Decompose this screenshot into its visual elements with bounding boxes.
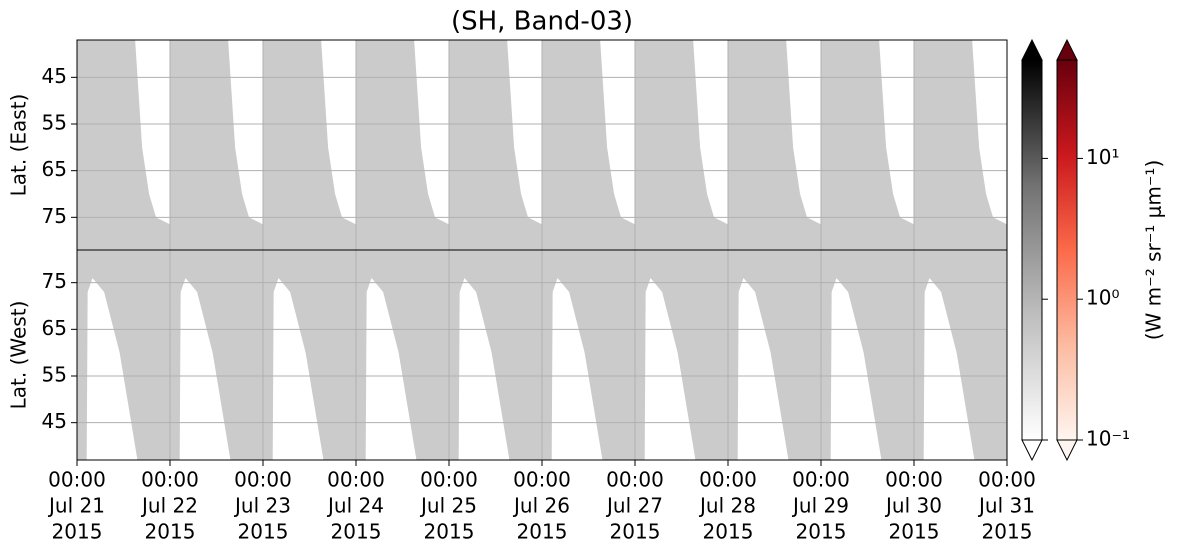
y-axis-label: Lat. (West) [7,301,31,410]
x-tick-label: 2015 [145,520,196,544]
x-tick-label: 00:00 [978,468,1036,492]
x-tick-label: Jul 24 [326,494,384,518]
x-tick-label: Jul 23 [233,494,291,518]
x-tick-label: 2015 [424,520,475,544]
x-tick-label: Jul 28 [698,494,756,518]
x-tick-label: 2015 [331,520,382,544]
x-tick-label: 2015 [610,520,661,544]
x-tick-label: 2015 [889,520,940,544]
x-tick-label: 2015 [982,520,1033,544]
y-tick-label: 75 [42,204,67,228]
x-tick-label: 00:00 [327,468,385,492]
x-tick-label: 2015 [796,520,847,544]
colorbar [1021,59,1043,441]
colorbar-tick-label: 10⁻¹ [1086,427,1130,451]
y-tick-label: 45 [42,409,67,433]
x-tick-label: Jul 31 [977,494,1035,518]
x-tick-label: Jul 21 [47,494,105,518]
colorbar-extend-max [1021,38,1043,61]
y-tick-label: 55 [42,111,67,135]
x-tick-label: Jul 30 [884,494,942,518]
colorbar-extend-min [1021,439,1043,462]
y-tick-label: 65 [42,316,67,340]
x-tick-label: 00:00 [513,468,571,492]
y-tick-label: 65 [42,157,67,181]
y-tick-label: 75 [42,269,67,293]
x-tick-label: 00:00 [141,468,199,492]
x-tick-label: 2015 [52,520,103,544]
x-tick-label: Jul 22 [140,494,198,518]
x-tick-label: Jul 29 [791,494,849,518]
x-tick-label: Jul 27 [605,494,663,518]
chart-title: (SH, Band-03) [451,7,633,37]
colorbar [1056,59,1078,441]
colorbar-tick-label: 10¹ [1086,145,1119,169]
x-tick-label: Jul 26 [512,494,570,518]
y-axis-label: Lat. (East) [7,94,31,197]
x-tick-label: 00:00 [234,468,292,492]
colorbar-label: (W m⁻² sr⁻¹ μm⁻¹) [1142,160,1166,341]
x-tick-label: 2015 [238,520,289,544]
x-tick-label: 00:00 [606,468,664,492]
y-tick-label: 55 [42,363,67,387]
x-tick-label: 2015 [703,520,754,544]
x-tick-label: 00:00 [885,468,943,492]
x-tick-label: 00:00 [420,468,478,492]
x-tick-label: 00:00 [792,468,850,492]
x-tick-label: Jul 25 [419,494,477,518]
y-tick-label: 45 [42,64,67,88]
colorbar-extend-min [1056,439,1078,462]
x-tick-label: 00:00 [48,468,106,492]
x-tick-label: 00:00 [699,468,757,492]
colorbar-tick-label: 10⁰ [1086,286,1119,310]
x-tick-label: 2015 [517,520,568,544]
colorbar-extend-max [1056,38,1078,61]
